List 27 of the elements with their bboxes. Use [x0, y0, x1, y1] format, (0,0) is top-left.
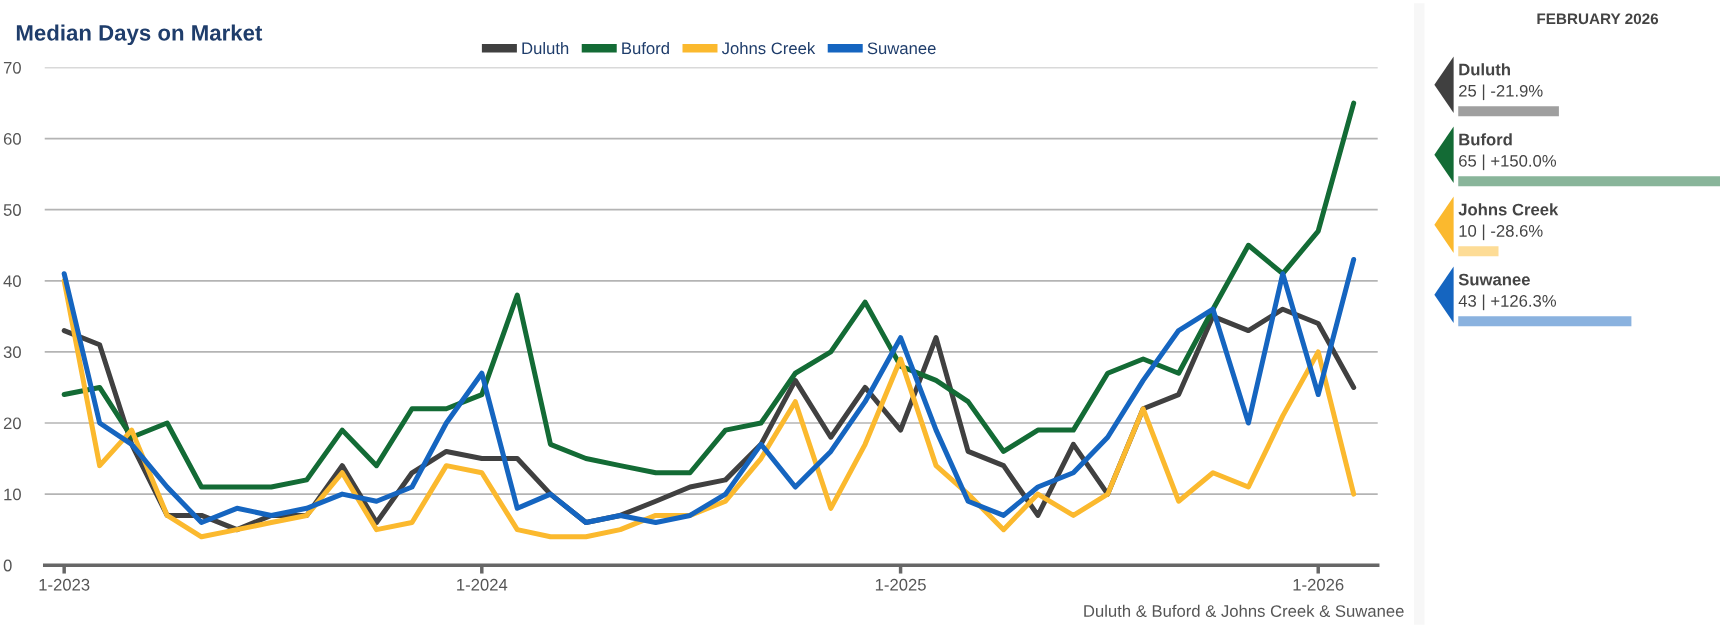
y-tick-label: 10 [4, 488, 21, 501]
legend-label: Duluth [522, 41, 569, 55]
y-tick-label: 30 [3, 346, 21, 359]
category-label: Johns Creek [1458, 203, 1559, 216]
data-label: 43 | +126.3% [1458, 294, 1557, 311]
text: Duluth & Buford & Johns Creek & Suwanee [1084, 604, 1404, 617]
x-tick-label: 1-2026 [1293, 578, 1344, 591]
y-tick-label: 40 [3, 275, 21, 288]
text: FEBRUARY 2026 [1537, 13, 1659, 25]
data-label: 10 | -28.6% [1459, 224, 1543, 241]
y-tick-label: 20 [3, 417, 21, 430]
category-label: Buford [1459, 133, 1512, 146]
x-tick-label: 1-2024 [457, 578, 508, 591]
x-tick-label: 1-2025 [875, 578, 926, 591]
category-label: Duluth [1459, 63, 1510, 76]
legend-label: Suwanee [867, 42, 936, 55]
data-label: 65 | +150.0% [1459, 154, 1557, 171]
y-tick-label: 70 [3, 61, 21, 74]
category-label: Suwanee [1458, 273, 1530, 286]
y-tick-label: 50 [3, 204, 21, 216]
data-label: 25 | -21.9% [1459, 84, 1543, 101]
y-tick-label: 60 [3, 133, 21, 145]
x-tick-label: 1-2023 [39, 578, 90, 591]
y-tick-label: 0 [3, 559, 12, 572]
legend-label: Buford [622, 41, 669, 55]
legend-label: Johns Creek [721, 41, 816, 55]
chart-title: Median Days on Market [16, 24, 263, 46]
